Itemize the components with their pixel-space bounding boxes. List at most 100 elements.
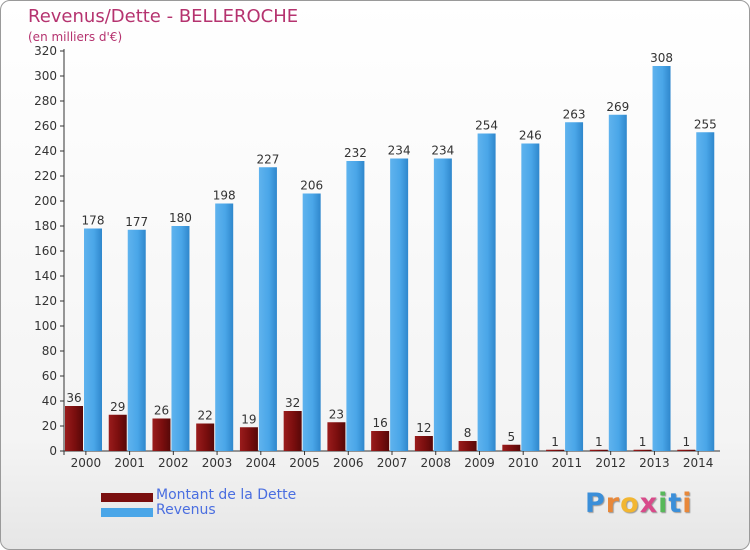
y-tick-label: 220 <box>34 169 57 183</box>
data-label-revenus: 206 <box>300 179 323 193</box>
bar-revenus <box>215 203 234 451</box>
logo-letter: r <box>605 488 621 519</box>
data-label-revenus: 263 <box>563 107 586 121</box>
x-tick-label: 2009 <box>464 456 495 470</box>
bar-revenus <box>433 158 452 451</box>
logo-letter: t <box>668 488 683 519</box>
bar-dette <box>546 449 565 451</box>
bar-revenus <box>390 158 409 451</box>
data-label-revenus: 177 <box>125 215 148 229</box>
legend-swatch-revenus <box>101 508 153 517</box>
bar-dette <box>633 449 652 451</box>
x-tick-label: 2011 <box>552 456 583 470</box>
bar-revenus <box>258 167 277 451</box>
bar-dette <box>152 418 171 451</box>
bar-revenus <box>521 143 540 451</box>
x-tick-label: 2004 <box>246 456 277 470</box>
bar-dette <box>65 406 83 451</box>
data-label-revenus: 227 <box>256 152 279 166</box>
x-tick-label: 2005 <box>289 456 320 470</box>
data-label-revenus: 232 <box>344 146 367 160</box>
data-label-dette: 29 <box>110 400 125 414</box>
data-label-dette: 1 <box>595 435 603 449</box>
y-tick-label: 280 <box>34 94 57 108</box>
data-label-dette: 1 <box>682 435 690 449</box>
data-label-revenus: 234 <box>388 144 411 158</box>
data-label-dette: 1 <box>551 435 559 449</box>
legend-swatch-dette <box>101 493 153 502</box>
legend-label-revenus: Revenus <box>156 502 216 518</box>
data-label-revenus: 180 <box>169 211 192 225</box>
x-tick-label: 2002 <box>158 456 189 470</box>
x-tick-label: 2007 <box>377 456 408 470</box>
data-label-dette: 1 <box>639 435 647 449</box>
x-tick-label: 2013 <box>639 456 670 470</box>
proxiti-logo: Proxiti <box>585 488 693 519</box>
logo-letter: P <box>585 488 606 519</box>
bar-dette <box>458 441 477 451</box>
x-tick-label: 2012 <box>595 456 626 470</box>
data-label-dette: 22 <box>198 409 213 423</box>
bar-dette <box>677 449 696 451</box>
bar-revenus <box>171 226 190 451</box>
data-label-dette: 5 <box>508 430 516 444</box>
bar-dette <box>196 423 215 451</box>
data-label-dette: 26 <box>154 404 169 418</box>
legend-label-dette: Montant de la Dette <box>156 487 297 503</box>
y-tick-label: 40 <box>42 394 57 408</box>
bar-dette <box>371 431 390 451</box>
data-label-revenus: 234 <box>431 144 454 158</box>
x-tick-label: 2010 <box>508 456 539 470</box>
bar-revenus <box>302 193 321 451</box>
y-tick-label: 60 <box>42 369 57 383</box>
chart-subtitle: (en milliers d'€) <box>28 30 123 44</box>
y-tick-label: 200 <box>34 194 57 208</box>
data-label-revenus: 255 <box>694 117 717 131</box>
data-label-revenus: 246 <box>519 129 542 143</box>
x-tick-label: 2003 <box>202 456 233 470</box>
data-label-dette: 23 <box>329 407 344 421</box>
data-label-dette: 36 <box>66 391 81 405</box>
y-tick-label: 180 <box>34 219 57 233</box>
data-label-revenus: 178 <box>82 214 105 228</box>
bar-dette <box>239 427 258 451</box>
y-tick-label: 240 <box>34 144 57 158</box>
y-tick-label: 260 <box>34 119 57 133</box>
y-tick-label: 120 <box>34 294 57 308</box>
data-label-dette: 19 <box>241 412 256 426</box>
chart-title: Revenus/Dette - BELLEROCHE <box>28 6 299 27</box>
bar-revenus <box>652 66 671 451</box>
bar-dette <box>108 414 127 451</box>
x-tick-label: 2001 <box>114 456 145 470</box>
y-tick-label: 80 <box>42 344 57 358</box>
bar-dette <box>589 449 608 451</box>
bar-dette <box>502 444 521 451</box>
x-tick-label: 2000 <box>71 456 102 470</box>
logo-letter: o <box>620 488 640 519</box>
data-label-revenus: 269 <box>606 100 629 114</box>
y-tick-label: 100 <box>34 319 57 333</box>
bar-revenus <box>84 228 102 451</box>
logo-letter: i <box>658 488 669 519</box>
bar-revenus <box>608 114 627 451</box>
bar-revenus <box>696 132 715 451</box>
bar-dette <box>414 436 433 451</box>
logo-letter: i <box>682 488 693 519</box>
y-tick-label: 320 <box>34 44 57 58</box>
y-tick-label: 20 <box>42 419 57 433</box>
data-label-dette: 16 <box>372 416 387 430</box>
y-tick-label: 0 <box>49 444 57 458</box>
x-tick-label: 2014 <box>683 456 714 470</box>
data-label-dette: 8 <box>464 426 472 440</box>
x-tick-label: 2006 <box>333 456 364 470</box>
y-tick-label: 160 <box>34 244 57 258</box>
data-label-revenus: 198 <box>213 189 236 203</box>
data-label-revenus: 308 <box>650 51 673 65</box>
logo-letter: x <box>639 488 659 519</box>
bar-dette <box>327 422 346 451</box>
data-label-dette: 12 <box>416 421 431 435</box>
bar-revenus <box>346 161 365 451</box>
x-tick-label: 2008 <box>420 456 451 470</box>
